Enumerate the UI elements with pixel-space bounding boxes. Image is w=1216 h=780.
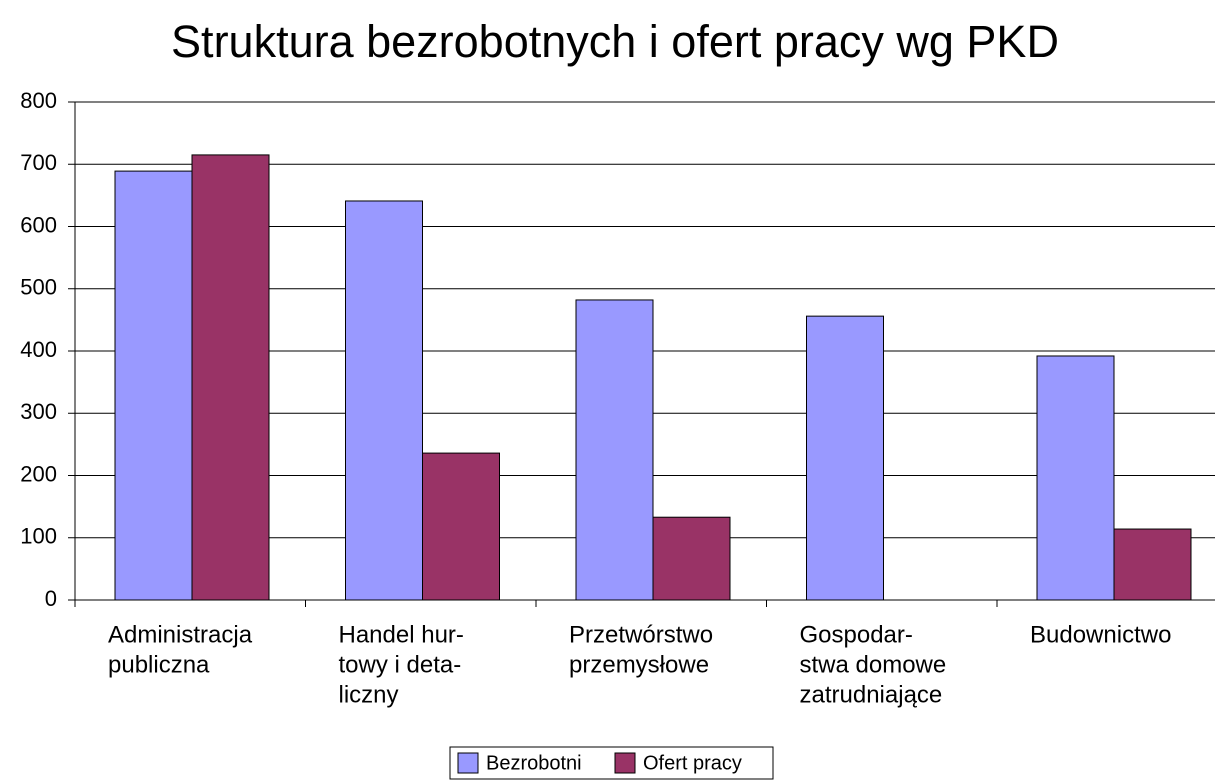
y-tick-label: 600 bbox=[20, 212, 57, 237]
bar bbox=[114, 170, 193, 601]
legend-box bbox=[449, 746, 774, 780]
x-tick-label: Budownictwo bbox=[1030, 621, 1171, 648]
y-tick-label: 200 bbox=[20, 461, 57, 486]
x-tick-label: Przetwórstwo bbox=[569, 621, 713, 648]
legend-swatch bbox=[614, 752, 636, 774]
y-tick-label: 300 bbox=[20, 399, 57, 424]
x-tick-label: liczny bbox=[339, 681, 399, 708]
bar bbox=[1036, 355, 1115, 601]
y-tick-label: 0 bbox=[45, 586, 57, 611]
y-tick-label: 500 bbox=[20, 275, 57, 300]
x-tick-label: Handel hur- bbox=[339, 621, 464, 648]
x-tick-label: publiczna bbox=[108, 651, 210, 678]
bar bbox=[806, 315, 884, 601]
bar bbox=[422, 452, 500, 601]
y-tick-label: 800 bbox=[20, 88, 57, 113]
y-tick-label: 400 bbox=[20, 337, 57, 362]
legend-label: Ofert pracy bbox=[643, 752, 742, 774]
bar bbox=[345, 200, 423, 601]
y-tick-label: 100 bbox=[20, 524, 57, 549]
x-tick-label: zatrudniające bbox=[800, 681, 943, 708]
bar bbox=[652, 516, 731, 601]
bar bbox=[1113, 528, 1192, 601]
y-tick-label: 700 bbox=[20, 150, 57, 175]
x-tick-label: towy i deta- bbox=[339, 651, 462, 678]
bar bbox=[191, 154, 270, 601]
legend-swatch bbox=[457, 752, 479, 774]
chart-title: Struktura bezrobotnych i ofert pracy wg … bbox=[171, 16, 1059, 67]
x-tick-label: Gospodar- bbox=[800, 621, 913, 648]
x-tick-label: przemysłowe bbox=[569, 651, 709, 678]
x-tick-label: stwa domowe bbox=[800, 651, 947, 678]
x-tick-label: Administracja bbox=[108, 621, 253, 648]
bar bbox=[575, 299, 654, 601]
legend-label: Bezrobotni bbox=[486, 752, 582, 774]
